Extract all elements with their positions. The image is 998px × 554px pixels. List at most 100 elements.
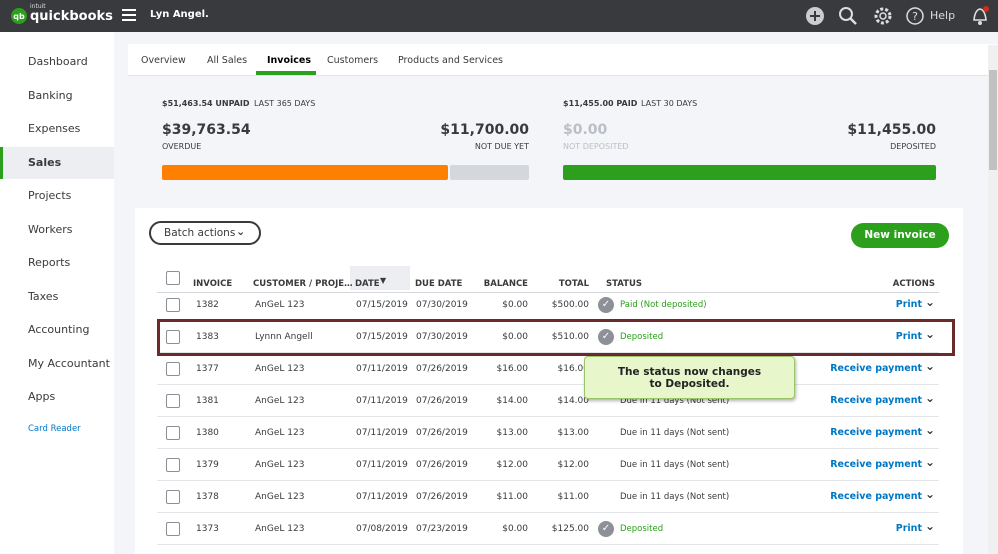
- row-divider: [157, 352, 939, 353]
- cell: 07/26/2019: [416, 492, 468, 502]
- summary-label: NOT DEPOSITED: [563, 142, 629, 151]
- tab[interactable]: Customers: [327, 55, 379, 66]
- column-header[interactable]: TOTAL: [558, 279, 589, 289]
- sidebar-item[interactable]: Sales: [28, 155, 62, 169]
- column-header[interactable]: BALANCE: [483, 279, 528, 289]
- tab[interactable]: Invoices: [267, 55, 312, 66]
- cell: 1383: [196, 332, 219, 342]
- settings-icon[interactable]: [873, 6, 893, 26]
- column-header[interactable]: STATUS: [606, 279, 643, 289]
- cell: 1381: [196, 396, 219, 406]
- sidebar-item[interactable]: Apps: [28, 390, 56, 403]
- status: Due in 11 days (Not sent): [620, 396, 730, 406]
- sidebar-item[interactable]: Workers: [28, 222, 73, 236]
- tab-bar: [128, 44, 998, 76]
- scrollbar-thumb[interactable]: [989, 70, 997, 170]
- sidebar: [0, 32, 114, 554]
- sidebar-item[interactable]: Taxes: [28, 289, 59, 303]
- cell: 1382: [196, 300, 219, 310]
- row-divider: [157, 512, 939, 513]
- menu-icon[interactable]: [122, 9, 136, 21]
- column-header[interactable]: DUE DATE: [415, 279, 463, 289]
- row-checkbox[interactable]: [166, 330, 180, 344]
- action-link[interactable]: Print: [895, 523, 922, 534]
- summary-label: OVERDUE: [162, 142, 202, 151]
- summary-bar: [162, 165, 448, 180]
- sidebar-item[interactable]: Accounting: [28, 323, 90, 336]
- cell: $0.00: [502, 524, 528, 534]
- help-icon[interactable]: ?: [906, 7, 924, 25]
- brand: quickbooks: [30, 9, 113, 24]
- column-header[interactable]: INVOICE: [193, 279, 233, 289]
- status-check-icon: ✓: [598, 329, 614, 345]
- action-link[interactable]: Receive payment: [830, 459, 922, 470]
- cell: $500.00: [551, 300, 589, 310]
- new-invoice-button[interactable]: New invoice: [851, 223, 949, 248]
- sidebar-item[interactable]: Banking: [28, 88, 73, 102]
- summary-period: LAST 365 DAYS: [254, 99, 316, 108]
- tab[interactable]: Products and Services: [398, 55, 503, 66]
- cell: $0.00: [502, 332, 528, 342]
- notifications-icon[interactable]: [970, 5, 990, 27]
- cell: 07/26/2019: [416, 460, 468, 470]
- status: Deposited: [620, 524, 664, 534]
- status: Due in 11 days (Not sent): [620, 492, 730, 502]
- column-header[interactable]: ACTIONS: [892, 279, 935, 289]
- row-checkbox[interactable]: [166, 298, 180, 312]
- help-label[interactable]: Help: [930, 9, 956, 22]
- summary-amount: $0.00: [563, 122, 608, 138]
- action-link[interactable]: Receive payment: [830, 491, 922, 502]
- action-chevron[interactable]: ⌄: [925, 327, 936, 341]
- add-icon[interactable]: [805, 6, 825, 26]
- header-divider: [157, 292, 939, 293]
- cell: 1378: [196, 492, 219, 502]
- header-checkbox[interactable]: [166, 271, 180, 285]
- cell: AnGeL 123: [255, 396, 305, 406]
- cell: AnGeL 123: [255, 460, 305, 470]
- action-chevron[interactable]: ⌄: [925, 391, 936, 405]
- batch-actions-button[interactable]: Batch actions: [149, 221, 261, 245]
- row-checkbox[interactable]: [166, 522, 180, 536]
- row-divider: [157, 448, 939, 449]
- row-checkbox[interactable]: [166, 458, 180, 472]
- cell: 1379: [196, 460, 219, 470]
- action-link[interactable]: Receive payment: [830, 363, 922, 374]
- row-checkbox[interactable]: [166, 490, 180, 504]
- action-chevron[interactable]: ⌄: [925, 455, 936, 469]
- action-link[interactable]: Receive payment: [830, 395, 922, 406]
- sidebar-item[interactable]: Dashboard: [28, 55, 88, 68]
- action-chevron[interactable]: ⌄: [925, 295, 936, 309]
- sidebar-item[interactable]: Card Reader: [28, 423, 81, 434]
- row-checkbox[interactable]: [166, 426, 180, 440]
- column-header[interactable]: CUSTOMER / PROJE…: [253, 279, 353, 289]
- cell: $12.00: [557, 460, 590, 470]
- row-checkbox[interactable]: [166, 394, 180, 408]
- column-header[interactable]: DATE: [355, 279, 380, 289]
- action-chevron[interactable]: ⌄: [925, 423, 936, 437]
- summary-amount: $39,763.54: [162, 122, 251, 138]
- action-link[interactable]: Print: [895, 331, 922, 342]
- sidebar-item[interactable]: Projects: [28, 189, 72, 202]
- company-name: Lyn Angel.: [150, 9, 209, 20]
- action-link[interactable]: Print: [895, 299, 922, 310]
- cell: $11.00: [496, 492, 529, 502]
- action-link[interactable]: Receive payment: [830, 427, 922, 438]
- action-chevron[interactable]: ⌄: [925, 487, 936, 501]
- svg-text:?: ?: [912, 10, 918, 23]
- tab[interactable]: All Sales: [207, 55, 248, 66]
- cell: 07/26/2019: [416, 396, 468, 406]
- sidebar-item[interactable]: My Accountant: [28, 356, 110, 370]
- sidebar-item[interactable]: Reports: [28, 256, 71, 269]
- sidebar-item[interactable]: Expenses: [28, 122, 81, 135]
- cell: $12.00: [496, 460, 529, 470]
- action-chevron[interactable]: ⌄: [925, 359, 936, 373]
- status-check-icon: ✓: [598, 521, 614, 537]
- action-chevron[interactable]: ⌄: [925, 519, 936, 533]
- cell: $125.00: [551, 524, 589, 534]
- tab[interactable]: Overview: [141, 55, 186, 66]
- search-icon[interactable]: [838, 6, 858, 26]
- cell: 07/11/2019: [356, 492, 408, 502]
- table-card: [135, 208, 963, 554]
- cell: $14.00: [557, 396, 590, 406]
- row-checkbox[interactable]: [166, 362, 180, 376]
